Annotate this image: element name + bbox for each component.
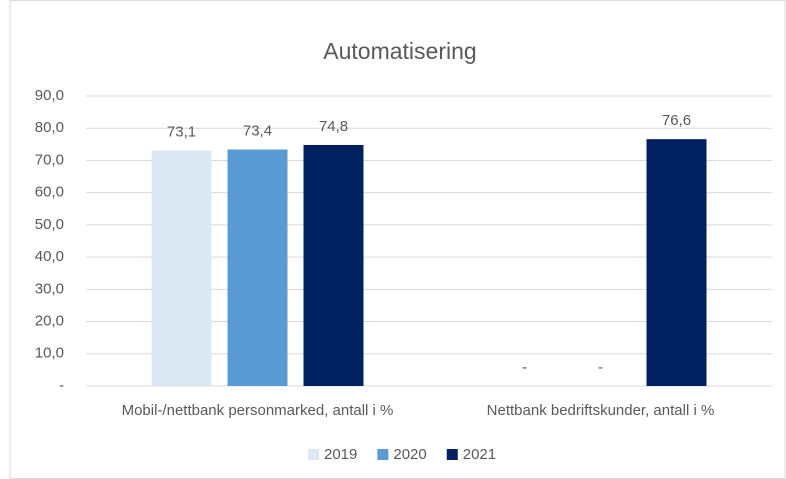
y-tick-label: 50,0 [35,216,64,233]
data-label: 74,8 [319,118,348,135]
legend-label: 2020 [393,446,426,463]
legend-swatch [308,449,319,460]
x-tick-label: Nettbank bedriftskunder, antall i % [487,402,715,419]
y-tick-label: 30,0 [35,280,64,297]
bar [646,139,707,386]
data-label: 73,4 [243,122,272,139]
data-label: 76,6 [662,112,691,129]
y-tick-label: 70,0 [35,151,64,168]
y-tick-label: 80,0 [35,119,64,136]
legend-swatch [446,449,458,460]
bar [151,150,212,386]
data-label: - [522,359,527,376]
x-tick-label: Mobil-/nettbank personmarked, antall i % [122,402,394,419]
bar [227,149,288,386]
chart-title: Automatisering [323,38,476,64]
y-tick-label: 20,0 [35,313,64,330]
y-tick-label: 40,0 [35,248,64,265]
y-tick-label: 60,0 [35,184,64,201]
bar [303,144,364,386]
y-tick-label: - [59,377,64,394]
data-label: 73,1 [167,123,196,140]
legend-label: 2019 [324,446,357,463]
legend-label: 2021 [463,446,496,463]
y-tick-label: 10,0 [35,345,64,362]
y-tick-label: 90,0 [35,87,64,104]
data-label: - [598,359,603,376]
legend-swatch [377,449,389,460]
